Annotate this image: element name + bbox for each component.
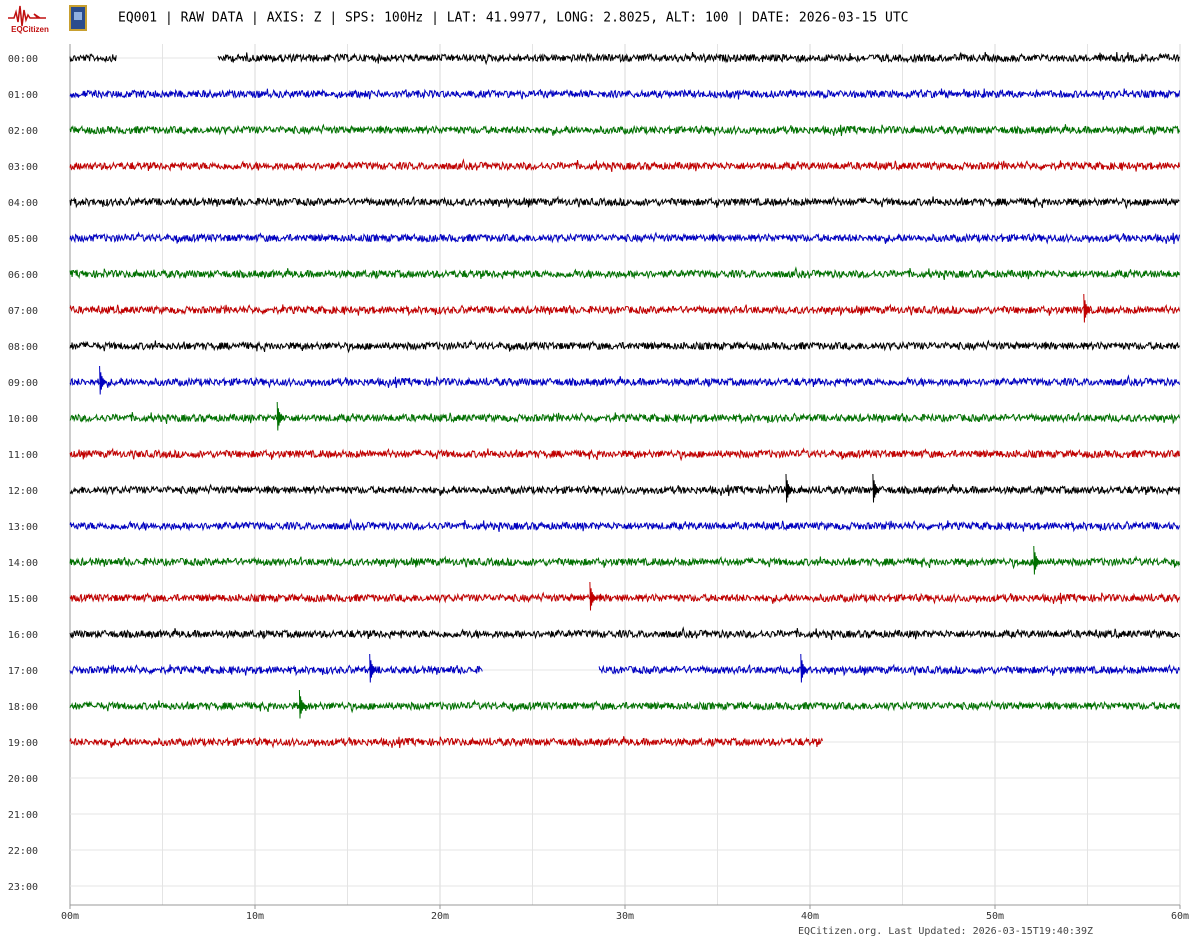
trace <box>69 555 1180 570</box>
trace <box>598 663 1180 677</box>
grid <box>69 44 1181 909</box>
x-tick-label: 50m <box>986 911 1004 922</box>
trace <box>69 231 1180 245</box>
x-tick-label: 40m <box>801 911 819 922</box>
x-tick-label: 20m <box>431 911 449 922</box>
row-label: 15:00 <box>8 594 38 605</box>
row-label: 01:00 <box>8 90 38 101</box>
trace <box>69 88 1180 100</box>
trace <box>69 339 1180 354</box>
trace <box>69 53 117 63</box>
trace <box>69 736 823 749</box>
event-spike <box>99 365 107 395</box>
row-label: 14:00 <box>8 558 38 569</box>
trace <box>217 51 1180 66</box>
chart-title: EQ001 | RAW DATA | AXIS: Z | SPS: 100Hz … <box>118 11 909 26</box>
logo: EQCitizen <box>8 5 87 34</box>
event-spike <box>785 473 794 503</box>
trace <box>69 195 1180 210</box>
trace <box>69 483 1180 497</box>
event-spike <box>800 653 808 683</box>
trace <box>69 664 483 677</box>
x-tick-label: 30m <box>616 911 634 922</box>
row-label: 02:00 <box>8 126 38 137</box>
event-spike <box>369 653 377 683</box>
event-spike <box>1083 293 1091 323</box>
row-label: 05:00 <box>8 234 38 245</box>
x-tick-label: 60m <box>1171 911 1189 922</box>
row-label: 22:00 <box>8 846 38 857</box>
event-spike <box>298 689 307 719</box>
row-label: 09:00 <box>8 378 38 389</box>
row-label: 11:00 <box>8 450 38 461</box>
row-label: 08:00 <box>8 342 38 353</box>
trace <box>69 412 1180 425</box>
trace <box>69 374 1180 389</box>
row-label: 13:00 <box>8 522 38 533</box>
row-label: 03:00 <box>8 162 38 173</box>
event-spike <box>872 473 880 503</box>
row-label: 19:00 <box>8 738 38 749</box>
row-label: 07:00 <box>8 306 38 317</box>
trace <box>69 266 1180 280</box>
device-chip <box>74 12 82 20</box>
row-label: 21:00 <box>8 810 38 821</box>
event-spike <box>589 581 597 611</box>
row-label: 18:00 <box>8 702 38 713</box>
footer: EQCitizen.org. Last Updated: 2026-03-15T… <box>798 926 1093 937</box>
logo-wave <box>8 5 46 27</box>
row-label: 04:00 <box>8 198 38 209</box>
logo-text: EQCitizen <box>11 25 49 34</box>
row-label: 10:00 <box>8 414 38 425</box>
row-label: 12:00 <box>8 486 38 497</box>
trace <box>69 303 1180 317</box>
event-spike <box>276 401 285 431</box>
row-label: 16:00 <box>8 630 38 641</box>
trace <box>69 158 1180 172</box>
event-spike <box>1033 545 1041 575</box>
trace <box>69 699 1180 714</box>
trace <box>69 123 1180 137</box>
row-label: 20:00 <box>8 774 38 785</box>
row-label: 23:00 <box>8 882 38 893</box>
trace <box>69 518 1180 533</box>
x-tick-label: 00m <box>61 911 79 922</box>
row-label: 00:00 <box>8 54 38 65</box>
trace <box>69 626 1180 640</box>
trace <box>69 447 1180 462</box>
row-label: 17:00 <box>8 666 38 677</box>
x-tick-label: 10m <box>246 911 264 922</box>
trace <box>69 591 1180 605</box>
row-label: 06:00 <box>8 270 38 281</box>
